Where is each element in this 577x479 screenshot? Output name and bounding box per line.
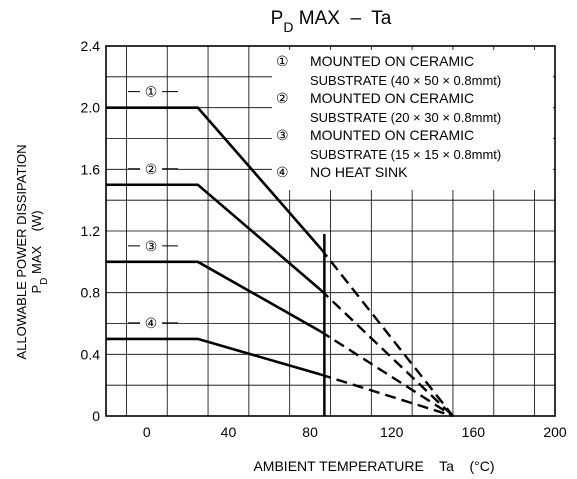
legend-label-1: MOUNTED ON CERAMIC xyxy=(310,53,474,69)
series-4-solid-line xyxy=(106,337,321,376)
legend-detail-3: SUBSTRATE (15 × 15 × 0.8mmt) xyxy=(310,147,501,162)
y-tick-label: 0.8 xyxy=(81,285,101,301)
marker-background xyxy=(140,81,162,102)
y-tick-label: 0.4 xyxy=(81,346,101,362)
x-tick-label: 120 xyxy=(380,424,404,440)
legend-label-2: MOUNTED ON CERAMIC xyxy=(310,90,474,106)
legend-detail-2: SUBSTRATE (20 × 30 × 0.8mmt) xyxy=(310,110,501,125)
series-4-dashed-line xyxy=(319,373,454,418)
chart-title: PD MAX – Ta xyxy=(271,8,392,35)
series-4-marker: ④ xyxy=(145,315,158,331)
x-axis-title: AMBIENT TEMPERATURE Ta (°C) xyxy=(253,458,494,474)
legend-marker-1: ① xyxy=(276,53,289,69)
x-tick-label: 0 xyxy=(143,424,151,440)
series-2-solid-line xyxy=(106,183,322,291)
x-tick-labels: 0 40 80 120 160 200 xyxy=(143,424,567,440)
y-tick-label: 2.0 xyxy=(81,100,101,116)
series-3-dashed-line xyxy=(319,330,454,418)
series-1-solid-line xyxy=(106,106,322,249)
x-tick-label: 160 xyxy=(462,424,486,440)
y-tick-label: 1.6 xyxy=(81,161,101,177)
series-2-dashed-line xyxy=(319,288,454,417)
legend-label-4: NO HEAT SINK xyxy=(310,164,408,180)
y-axis-title: ALLOWABLE POWER DISSIPATION PD MAX (W) xyxy=(14,144,50,359)
legend-background xyxy=(272,50,553,190)
y-tick-labels: 0 0.4 0.8 1.2 1.6 2.0 2.4 xyxy=(81,38,101,424)
marker-background xyxy=(140,235,162,256)
marker-background xyxy=(140,312,162,333)
series-2-marker: ② xyxy=(145,161,158,177)
x-tick-label: 200 xyxy=(543,424,567,440)
series-3-marker: ③ xyxy=(145,238,158,254)
legend-marker-4: ④ xyxy=(276,164,289,180)
legend-detail-1: SUBSTRATE (40 × 50 × 0.8mmt) xyxy=(310,73,501,88)
series-1-dashed-line xyxy=(319,247,454,417)
y-tick-label: 1.2 xyxy=(81,223,101,239)
legend-marker-3: ③ xyxy=(276,127,289,143)
series-lines xyxy=(106,106,454,418)
marker-background xyxy=(140,158,162,179)
series-markers: ① ② ③ ④ xyxy=(128,81,178,333)
series-1-marker: ① xyxy=(145,84,158,100)
y-tick-label: 2.4 xyxy=(81,38,101,54)
x-tick-label: 40 xyxy=(221,424,237,440)
y-tick-label: 0 xyxy=(92,408,100,424)
legend-marker-2: ② xyxy=(276,90,289,106)
legend: ① MOUNTED ON CERAMIC SUBSTRATE (40 × 50 × … xyxy=(272,50,553,190)
x-tick-label: 80 xyxy=(302,424,318,440)
series-3-solid-line xyxy=(106,260,321,333)
y-axis-title-line2: PD MAX (W) xyxy=(29,210,50,293)
legend-label-3: MOUNTED ON CERAMIC xyxy=(310,127,474,143)
y-axis-title-line1: ALLOWABLE POWER DISSIPATION xyxy=(14,144,29,359)
